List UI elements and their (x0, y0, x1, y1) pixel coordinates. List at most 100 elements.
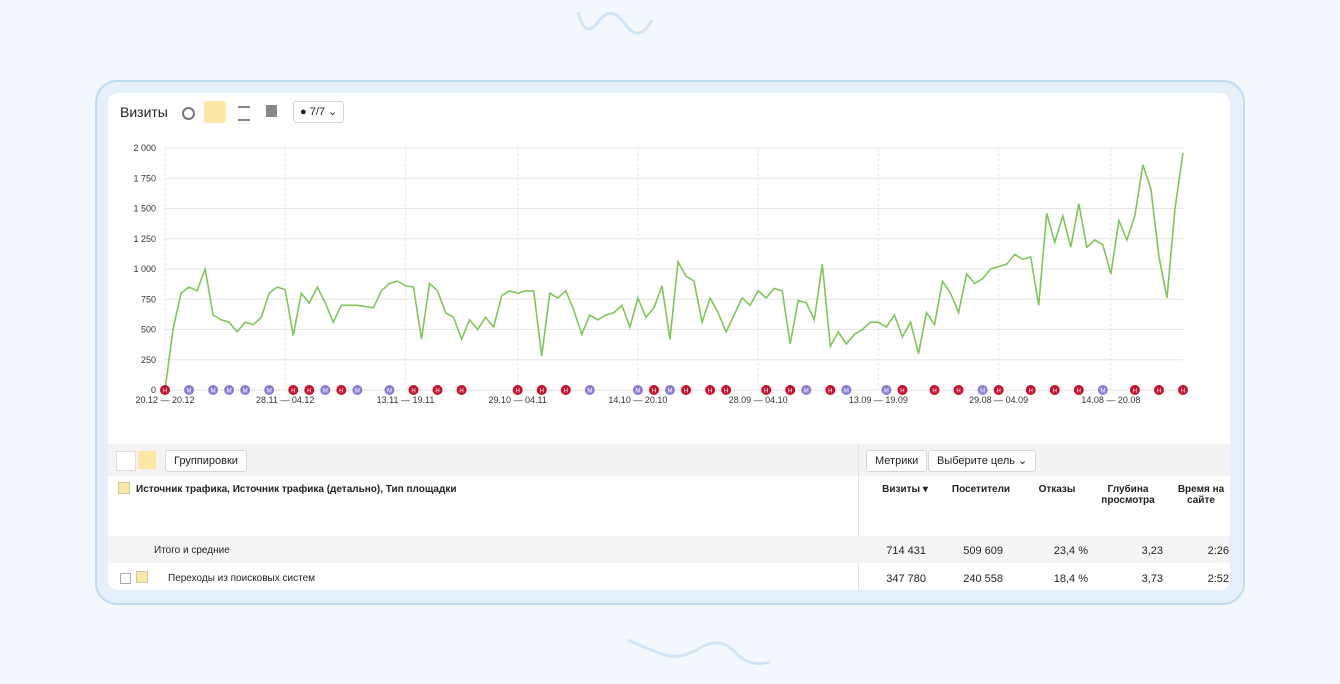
checkbox[interactable] (118, 482, 130, 494)
column-header[interactable]: Отказы (1038, 484, 1076, 495)
y-tick-label: 750 (141, 294, 156, 304)
annotation-label: М (1100, 389, 1105, 395)
column-header[interactable]: Время на сайте (1177, 484, 1225, 506)
notes-filter[interactable]: ● 7/7 ⌄ (293, 101, 345, 123)
cell: 2:52 (1207, 573, 1229, 585)
y-tick-label: 1 000 (133, 264, 156, 274)
pie-mode-button[interactable] (182, 107, 195, 120)
annotation (408, 385, 419, 395)
grouping-button[interactable]: Группировки (165, 450, 247, 472)
cell: 240 558 (963, 573, 1003, 585)
annotation-label: М (243, 389, 248, 395)
annotation-label: М (211, 389, 216, 395)
series-line (164, 152, 1184, 391)
annotation-label: М (323, 389, 328, 395)
annotation-label: Н (956, 389, 960, 395)
annotation (264, 385, 275, 395)
annotation-label: Н (516, 389, 520, 395)
x-tick-label: 29.08 — 04.09 (969, 395, 1028, 405)
annotation (1025, 385, 1036, 395)
x-tick-label: 28.09 — 04.10 (729, 395, 788, 405)
annotation-label: Н (828, 389, 832, 395)
dimension-header: Источник трафика, Источник трафика (дета… (136, 484, 457, 495)
column-header[interactable]: Визиты ▾ (882, 484, 928, 495)
annotation (801, 385, 812, 395)
annotation-label: Н (1053, 389, 1057, 395)
squiggle (627, 638, 771, 666)
notes-count: 7/7 (309, 106, 325, 118)
annotation-label: М (187, 389, 192, 395)
cell: 23,4 % (1053, 545, 1088, 557)
annotation-label: Н (684, 389, 688, 395)
tree-view[interactable] (138, 451, 156, 469)
annotation (384, 385, 395, 395)
annotation-label: Н (1029, 389, 1033, 395)
y-tick-label: 250 (141, 355, 156, 365)
x-tick-label: 20.12 — 20.12 (135, 395, 194, 405)
y-tick-label: 0 (151, 385, 156, 395)
annotation (224, 385, 235, 395)
annotation (1097, 385, 1108, 395)
annotation (841, 385, 852, 395)
totals-row (108, 536, 1230, 563)
cell: 347 780 (886, 573, 926, 585)
annotation (512, 385, 523, 395)
annotation (1129, 385, 1140, 395)
cell: 3,23 (1141, 545, 1163, 557)
y-tick-label: 1 750 (133, 173, 156, 183)
squiggle (576, 11, 654, 35)
annotation-label: Н (163, 389, 167, 395)
annotation-label: М (635, 389, 640, 395)
checkbox[interactable] (136, 571, 148, 583)
cell: 509 609 (963, 545, 1003, 557)
column-header[interactable]: Посетители (951, 484, 1011, 495)
annotation (1049, 385, 1060, 395)
list-view[interactable] (116, 451, 136, 471)
column-header[interactable]: Глубина просмотра (1101, 484, 1155, 506)
metrics-button[interactable]: Метрики (866, 450, 928, 472)
column-name: Визиты (882, 484, 921, 495)
annotation (536, 385, 547, 395)
x-tick-label: 14.08 — 20.08 (1081, 395, 1140, 405)
x-tick-label: 14.10 — 20.10 (608, 395, 667, 405)
bar-mode-button[interactable] (266, 105, 277, 117)
annotation (761, 385, 772, 395)
annotation-label: Н (1077, 389, 1081, 395)
annotation-label: Н (652, 389, 656, 395)
area-mode-button[interactable] (238, 106, 250, 121)
annotation (584, 385, 595, 395)
row-label: Переходы из поисковых систем (168, 573, 316, 584)
annotation-label: М (884, 389, 889, 395)
annotation (681, 385, 692, 395)
annotation-label: Н (708, 389, 712, 395)
expand[interactable] (120, 573, 131, 584)
annotation (897, 385, 908, 395)
annotation (1178, 385, 1188, 395)
annotation (1153, 385, 1164, 395)
x-tick-label: 28.11 — 04.12 (256, 395, 314, 405)
annotation-label: М (980, 389, 985, 395)
line-mode-button[interactable] (204, 101, 226, 123)
annotation-label: Н (1133, 389, 1137, 395)
annotation-label: М (227, 389, 232, 395)
annotation-label: М (587, 389, 592, 395)
panel: Визиты ● 7/7 ⌄ Группировки Метрики Выбер… (108, 93, 1230, 590)
annotation (288, 385, 299, 395)
cell: 3,73 (1141, 573, 1163, 585)
annotation (352, 385, 363, 395)
annotation-label: М (387, 389, 392, 395)
goal-select[interactable]: Выберите цель ⌄ (928, 450, 1037, 472)
annotation-label: Н (932, 389, 936, 395)
annotation-label: Н (900, 389, 904, 395)
annotation (240, 385, 251, 395)
annotation-label: М (355, 389, 360, 395)
goal-text: Выберите цель (937, 455, 1015, 467)
annotation-label: Н (339, 389, 343, 395)
y-tick-label: 1 250 (133, 234, 156, 244)
annotation (1073, 385, 1084, 395)
row-label: Итого и средние (154, 545, 230, 556)
annotation (560, 385, 571, 395)
